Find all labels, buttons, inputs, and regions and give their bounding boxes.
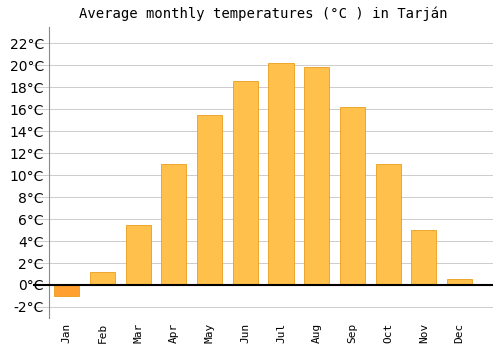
- Bar: [162, 164, 186, 285]
- Bar: [447, 280, 472, 285]
- Bar: [233, 80, 258, 285]
- Bar: [412, 230, 436, 285]
- Bar: [197, 115, 222, 285]
- Title: Average monthly temperatures (°C ) in Tarján: Average monthly temperatures (°C ) in Ta…: [79, 7, 448, 21]
- Bar: [54, 285, 79, 296]
- Bar: [340, 107, 365, 285]
- Bar: [376, 164, 400, 285]
- Bar: [90, 272, 115, 285]
- Bar: [126, 225, 150, 285]
- Bar: [304, 68, 329, 285]
- Bar: [268, 63, 293, 285]
